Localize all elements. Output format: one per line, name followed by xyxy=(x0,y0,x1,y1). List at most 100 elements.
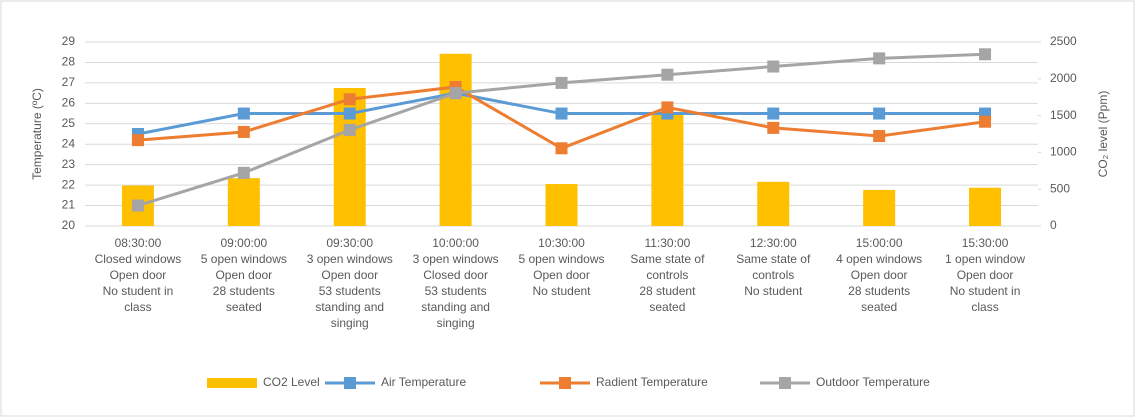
bar xyxy=(227,178,260,226)
x-tick-label: 5 open windows xyxy=(518,252,604,266)
x-tick-label: No student xyxy=(744,284,803,298)
x-tick-label: Same state of xyxy=(630,252,705,266)
x-tick-label: 10:30:00 xyxy=(538,236,585,250)
x-tick-label: 15:00:00 xyxy=(856,236,903,250)
bar xyxy=(969,187,1002,226)
x-tick-label: 28 students xyxy=(848,284,910,298)
x-tick-label: seated xyxy=(649,300,685,314)
marker xyxy=(237,107,250,120)
bar xyxy=(439,53,472,226)
y-tick-label: 27 xyxy=(62,75,76,89)
x-tick-label: 3 open windows xyxy=(307,252,393,266)
marker xyxy=(873,130,886,143)
marker xyxy=(131,199,144,212)
x-tick-label: 28 students xyxy=(213,284,275,298)
x-tick-label: 53 students xyxy=(425,284,487,298)
x-tick-label: Open door xyxy=(851,268,908,282)
bar xyxy=(757,181,790,226)
legend-marker xyxy=(559,377,571,389)
x-tick-label: 08:30:00 xyxy=(115,236,162,250)
marker xyxy=(873,107,886,120)
x-tick-label: 15:30:00 xyxy=(962,236,1009,250)
marker xyxy=(555,107,568,120)
marker xyxy=(661,68,674,81)
marker xyxy=(343,107,356,120)
bar xyxy=(863,189,896,226)
y-tick-label: 25 xyxy=(62,116,76,130)
bar xyxy=(651,111,684,226)
marker xyxy=(661,101,674,114)
x-tick-label: class xyxy=(124,300,151,314)
x-tick-label: 3 open windows xyxy=(413,252,499,266)
y2-tick-label: 1500 xyxy=(1050,108,1077,122)
x-tick-label: No student in xyxy=(950,284,1021,298)
x-tick-label: seated xyxy=(861,300,897,314)
marker xyxy=(343,123,356,136)
x-tick-label: controls xyxy=(646,268,688,282)
marker xyxy=(979,48,992,61)
y-tick-label: 28 xyxy=(62,55,76,69)
y2-tick-label: 500 xyxy=(1050,181,1070,195)
x-tick-label: 28 student xyxy=(639,284,696,298)
x-tick-label: 10:00:00 xyxy=(432,236,479,250)
x-tick-label: standing and xyxy=(315,300,384,314)
y-tick-label: 23 xyxy=(62,157,76,171)
x-tick-label: class xyxy=(971,300,998,314)
x-tick-label: singing xyxy=(331,316,369,330)
marker xyxy=(767,107,780,120)
legend-swatch xyxy=(207,378,257,388)
x-tick-label: 5 open windows xyxy=(201,252,287,266)
y-axis-label: Temperature (ºC) xyxy=(30,88,44,180)
y-tick-label: 24 xyxy=(62,136,76,150)
x-tick-label: 11:30:00 xyxy=(644,236,690,250)
legend-label: CO2 Level xyxy=(263,375,320,389)
x-tick-label: Open door xyxy=(957,268,1014,282)
x-tick-label: Closed door xyxy=(423,268,488,282)
y-tick-label: 22 xyxy=(62,177,76,191)
x-tick-label: 09:30:00 xyxy=(326,236,373,250)
legend-marker xyxy=(344,377,356,389)
marker xyxy=(979,115,992,128)
y2-axis-label: CO₂ level (Ppm) xyxy=(1096,91,1110,178)
x-tick-label: seated xyxy=(226,300,262,314)
marker xyxy=(767,121,780,134)
marker xyxy=(767,60,780,73)
marker xyxy=(555,76,568,89)
x-tick-label: Closed windows xyxy=(95,252,182,266)
x-tick-label: No student in xyxy=(103,284,174,298)
legend-label: Outdoor Temperature xyxy=(816,375,930,389)
y-tick-label: 21 xyxy=(62,198,76,212)
bar xyxy=(545,184,578,226)
marker xyxy=(237,166,250,179)
legend-label: Air Temperature xyxy=(381,375,466,389)
x-tick-label: 4 open windows xyxy=(836,252,922,266)
marker xyxy=(237,125,250,138)
marker xyxy=(343,93,356,106)
y2-tick-label: 0 xyxy=(1050,218,1057,232)
y-tick-label: 20 xyxy=(62,218,76,232)
y2-tick-label: 1000 xyxy=(1050,145,1077,159)
x-tick-label: Open door xyxy=(321,268,378,282)
x-tick-label: singing xyxy=(437,316,475,330)
marker xyxy=(131,134,144,147)
x-tick-label: 09:00:00 xyxy=(220,236,267,250)
x-tick-label: standing and xyxy=(421,300,490,314)
y2-tick-label: 2000 xyxy=(1050,71,1077,85)
marker xyxy=(873,52,886,65)
y-tick-label: 29 xyxy=(62,34,76,48)
x-tick-label: Open door xyxy=(533,268,590,282)
y-tick-label: 26 xyxy=(62,96,76,110)
x-tick-label: 53 students xyxy=(319,284,381,298)
x-tick-label: Open door xyxy=(110,268,167,282)
y2-tick-label: 2500 xyxy=(1050,34,1077,48)
x-tick-label: Same state of xyxy=(736,252,811,266)
legend-label: Radient Temperature xyxy=(596,375,708,389)
x-tick-label: No student xyxy=(532,284,591,298)
marker xyxy=(449,87,462,100)
x-tick-label: 12:30:00 xyxy=(750,236,797,250)
marker xyxy=(555,142,568,155)
legend-marker xyxy=(779,377,791,389)
x-tick-label: 1 open window xyxy=(945,252,1025,266)
x-tick-label: controls xyxy=(752,268,794,282)
